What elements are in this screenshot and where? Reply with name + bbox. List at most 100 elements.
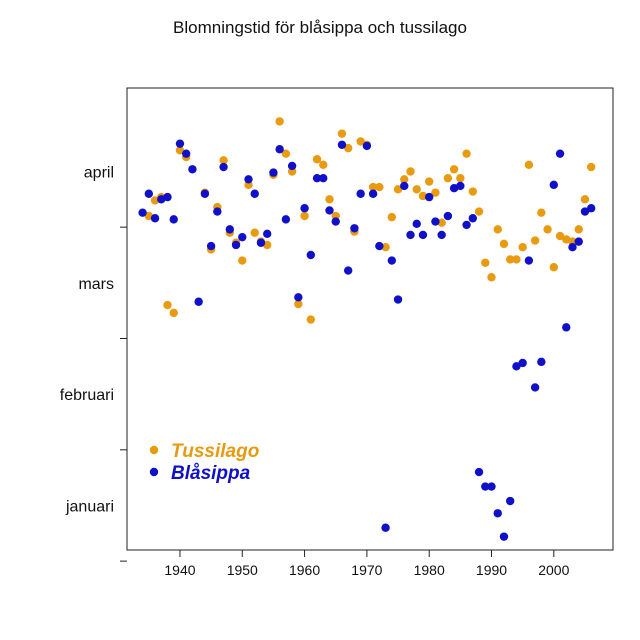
plot-frame [126, 87, 614, 551]
data-point [275, 145, 284, 154]
data-point [437, 230, 446, 240]
x-tick-label: 2000 [538, 562, 569, 578]
data-point [468, 214, 478, 223]
data-point [387, 256, 397, 265]
data-point [150, 214, 160, 223]
data-point [555, 231, 565, 241]
y-axis: januari februari mars april [60, 164, 127, 562]
data-point [287, 161, 297, 171]
data-point [300, 204, 309, 213]
data-point [549, 180, 559, 190]
data-point [487, 273, 496, 282]
data-point [169, 308, 178, 318]
data-point [505, 496, 515, 506]
data-point [524, 256, 534, 265]
data-point [250, 228, 259, 237]
data-point [537, 357, 546, 367]
data-point [325, 206, 334, 215]
data-point [343, 143, 353, 153]
data-point [456, 181, 465, 191]
data-point [188, 165, 197, 174]
x-tick-label: 1960 [289, 562, 320, 578]
data-point [269, 168, 278, 177]
data-point [169, 215, 178, 224]
data-point [543, 225, 552, 234]
data-point [406, 167, 415, 176]
data-point [275, 117, 284, 126]
data-point [343, 266, 353, 275]
data-point [381, 242, 390, 252]
data-point [225, 225, 235, 234]
data-point [462, 220, 471, 230]
x-tick-label: 1940 [164, 562, 195, 578]
data-point [144, 189, 154, 198]
data-point [175, 146, 185, 155]
data-point [493, 509, 502, 518]
data-point [306, 315, 316, 324]
data-point [586, 204, 596, 213]
data-point [562, 323, 571, 332]
data-point [512, 362, 521, 371]
data-point [213, 207, 222, 216]
data-point [524, 160, 534, 170]
data-point [574, 225, 583, 234]
data-point [362, 141, 372, 151]
y-tick-label: mars [78, 276, 114, 293]
data-point [530, 236, 540, 245]
data-point [443, 173, 453, 183]
legend-label: Blåsippa [171, 463, 251, 484]
data-point [375, 241, 384, 251]
x-tick-label: 1980 [414, 562, 445, 578]
data-point [424, 177, 434, 186]
data-point [219, 162, 228, 172]
data-point [219, 156, 228, 165]
data-point [412, 219, 421, 229]
legend-marker [149, 445, 159, 455]
data-point [580, 195, 590, 204]
series-layer [138, 117, 596, 541]
data-point [481, 482, 490, 491]
data-point [319, 160, 328, 170]
data-point [244, 175, 253, 184]
data-point [456, 173, 465, 183]
data-point [206, 241, 216, 251]
data-point [493, 225, 502, 234]
data-point [437, 218, 446, 227]
data-point [250, 189, 259, 198]
data-point [400, 181, 409, 191]
data-point [163, 192, 172, 202]
data-point [474, 467, 484, 477]
data-point [194, 297, 203, 306]
data-point [281, 149, 291, 158]
data-point [499, 532, 509, 541]
data-point [319, 173, 328, 183]
data-point [418, 191, 428, 201]
y-tick-label: januari [65, 498, 114, 515]
data-point [462, 149, 471, 158]
data-point [238, 232, 247, 242]
data-point [200, 189, 210, 198]
data-point [518, 242, 527, 252]
data-point [443, 211, 453, 221]
data-point [512, 255, 521, 264]
y-tick-label: april [84, 164, 114, 181]
data-point [449, 165, 459, 174]
data-point [325, 195, 334, 204]
data-point [555, 149, 565, 158]
data-point [331, 217, 340, 226]
data-point [387, 212, 397, 222]
data-point [163, 300, 172, 310]
data-point [368, 182, 378, 192]
x-tick-label: 1990 [476, 562, 507, 578]
data-point [150, 196, 160, 205]
data-point [487, 482, 496, 491]
data-point [468, 187, 478, 196]
series-1 [138, 139, 596, 541]
x-tick-label: 1950 [227, 562, 258, 578]
data-point [262, 229, 272, 239]
data-point [337, 129, 347, 138]
data-point [481, 258, 490, 267]
data-point [518, 358, 527, 368]
